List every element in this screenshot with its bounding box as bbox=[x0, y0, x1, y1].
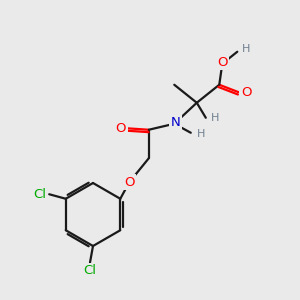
Text: O: O bbox=[217, 56, 227, 69]
Text: Cl: Cl bbox=[83, 264, 97, 278]
Text: O: O bbox=[116, 122, 126, 135]
Text: H: H bbox=[242, 44, 250, 54]
Text: H: H bbox=[197, 129, 206, 139]
Text: O: O bbox=[241, 86, 251, 99]
Text: O: O bbox=[124, 176, 134, 189]
Text: H: H bbox=[211, 113, 219, 123]
Text: N: N bbox=[171, 116, 181, 129]
Text: Cl: Cl bbox=[34, 188, 47, 201]
